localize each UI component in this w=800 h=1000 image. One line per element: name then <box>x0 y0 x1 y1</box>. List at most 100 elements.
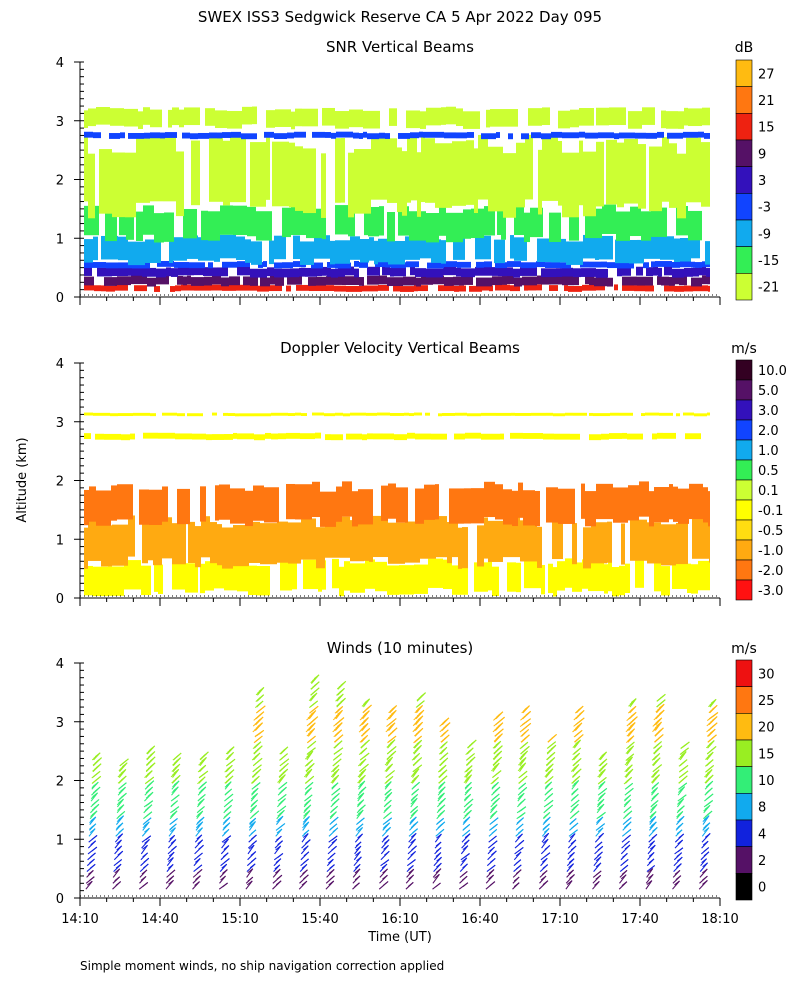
wind-barb-feather <box>225 755 231 761</box>
heatmap-cell <box>442 413 449 416</box>
heatmap-cell <box>444 261 457 268</box>
heatmap-cell <box>166 267 171 277</box>
wind-barb-feather <box>145 835 152 841</box>
wind-barb-feather <box>387 738 393 744</box>
heatmap-cell <box>464 276 473 285</box>
wind-barb-feather <box>437 811 444 817</box>
heatmap-cell <box>270 275 275 285</box>
heatmap-cell <box>516 562 521 593</box>
heatmap-cell <box>467 132 474 138</box>
heatmap-cell <box>589 434 601 441</box>
colorbar-label: 0 <box>758 881 766 896</box>
wind-barb-feather <box>332 727 338 733</box>
heatmap-cell <box>474 148 478 214</box>
wind-barb-feather <box>623 779 630 785</box>
wind-barb-feather <box>704 778 711 784</box>
heatmap-cell <box>596 107 609 126</box>
wind-barb-feather <box>520 737 527 743</box>
heatmap-cell <box>494 239 505 264</box>
wind-barb-feather <box>488 874 494 880</box>
wind-barb-feather <box>598 832 604 838</box>
wind-barb-feather <box>572 801 578 806</box>
colorbar-label: 10.0 <box>758 364 787 379</box>
wind-barb-feather <box>276 817 282 823</box>
heatmap-cell <box>490 109 504 127</box>
heatmap-cell <box>414 285 418 292</box>
heatmap-cell <box>341 285 346 292</box>
wind-barb-feather <box>625 834 631 840</box>
colorbar-label: 20 <box>758 721 775 736</box>
heatmap-cell <box>617 262 634 269</box>
wind-barb-feather <box>493 721 500 727</box>
heatmap-cell <box>321 153 326 218</box>
wind-barb-feather <box>145 788 152 794</box>
wind-barb-feather <box>651 783 658 789</box>
wind-barb-feather <box>118 766 125 772</box>
heatmap-cell <box>708 285 710 292</box>
heatmap-cell <box>296 284 309 291</box>
heatmap-cell <box>484 517 488 559</box>
heatmap-cell <box>438 285 454 292</box>
wind-barb-feather <box>305 770 311 776</box>
wind-barb-feather <box>356 824 362 830</box>
heatmap-cell <box>192 433 206 440</box>
wind-barb-feather <box>91 835 98 840</box>
heatmap-cell <box>322 560 326 590</box>
wind-barb-feather <box>330 767 337 773</box>
heatmap-cell <box>496 412 511 416</box>
heatmap-cell <box>132 262 146 269</box>
wind-barb-feather <box>676 852 683 858</box>
heatmap-cell <box>595 236 599 260</box>
wind-barb-feather <box>679 750 686 755</box>
heatmap-cell <box>236 284 241 291</box>
heatmap-cell <box>377 412 390 416</box>
wind-barb-feather <box>144 812 151 818</box>
heatmap-cell <box>524 558 541 589</box>
wind-barb-feather <box>544 852 551 858</box>
wind-barb-feather <box>355 841 362 847</box>
wind-barb-feather <box>489 858 496 863</box>
heatmap-cell <box>335 138 341 203</box>
wind-barb-feather <box>598 782 604 788</box>
heatmap-cell <box>580 261 589 268</box>
wind-barb-feather <box>647 873 654 879</box>
wind-barb-feather <box>597 827 604 833</box>
colorbar-swatch <box>735 713 753 741</box>
wind-barb-feather <box>388 708 394 714</box>
wind-barb-feather <box>627 708 634 714</box>
heatmap-cell <box>402 151 407 216</box>
heatmap-cell <box>475 235 491 260</box>
heatmap-cell <box>269 285 282 292</box>
wind-barb-feather <box>568 863 574 868</box>
heatmap-cell <box>88 519 101 561</box>
wind-barb-feather <box>438 828 445 834</box>
heatmap-cell <box>507 275 514 285</box>
wind-barb-feather <box>198 773 205 779</box>
heatmap-cell <box>158 432 167 439</box>
heatmap-cell <box>364 519 369 561</box>
wind-barb-feather <box>357 778 363 784</box>
wind-barb-feather <box>221 863 228 869</box>
heatmap-cell <box>222 132 231 138</box>
heatmap-cell <box>476 277 492 287</box>
wind-barb-feather <box>622 859 629 864</box>
heatmap-cell <box>306 208 322 239</box>
heatmap-cell <box>266 110 275 128</box>
wind-barb-feather <box>408 865 414 870</box>
wind-barb-feather <box>408 868 415 874</box>
heatmap-cell <box>150 132 160 139</box>
heatmap-cell <box>558 488 575 524</box>
heatmap-cell <box>628 111 642 129</box>
wind-barb-feather <box>384 766 391 772</box>
wind-barb-feather <box>492 743 499 749</box>
heatmap-cell <box>410 266 415 276</box>
heatmap-cell <box>287 275 302 285</box>
heatmap-cell <box>136 138 150 203</box>
wind-barb-feather <box>463 778 470 783</box>
wind-barb-feather <box>654 723 661 729</box>
heatmap-cell <box>420 111 426 129</box>
wind-barb-feather <box>628 745 634 751</box>
heatmap-cell <box>237 266 250 276</box>
heatmap-cell <box>409 211 426 241</box>
colorbar-label: 21 <box>758 94 775 109</box>
